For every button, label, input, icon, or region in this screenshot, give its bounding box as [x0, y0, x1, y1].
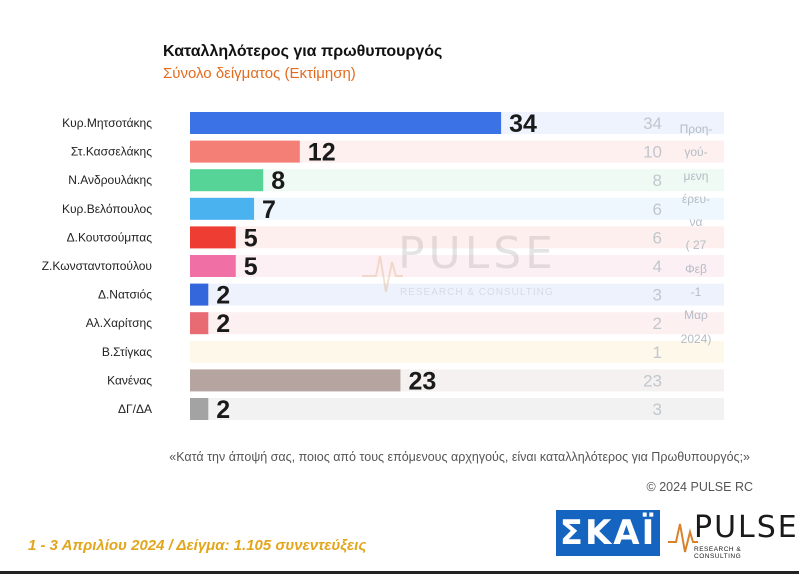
row-background	[190, 312, 724, 335]
previous-value-label: 1	[653, 343, 662, 362]
category-label: Ν.Ανδρουλάκης	[68, 173, 152, 187]
bar	[190, 140, 300, 163]
note-line: -1	[690, 285, 702, 300]
pulse-wave-icon	[362, 255, 403, 293]
category-label: Κυρ.Μητσοτάκης	[62, 116, 152, 130]
note-line: γού-	[684, 145, 708, 160]
previous-value-label: 10	[643, 143, 662, 162]
note-line: έρευ-	[681, 191, 711, 206]
previous-value-label: 3	[653, 286, 662, 305]
category-label: Δ.Κουτσούμπας	[67, 230, 153, 244]
copyright: © 2024 PULSE RC	[646, 480, 753, 494]
note-line: Μαρ	[684, 308, 708, 323]
previous-value-label: 3	[653, 400, 662, 419]
watermark-brand: PULSE	[398, 228, 557, 279]
chart-title: Καταλληλότερος για πρωθυπουργός	[163, 43, 443, 60]
bar	[190, 283, 209, 306]
chart-subtitle: Σύνολο δείγματος (Εκτίμηση)	[163, 65, 356, 82]
value-label: 8	[271, 167, 285, 195]
row-background	[190, 169, 724, 192]
note-line: ( 27	[685, 238, 707, 253]
row-background	[190, 140, 724, 163]
pulse-logo: PULSE RESEARCH & CONSULTING	[668, 510, 797, 560]
row-background	[190, 283, 724, 306]
previous-value-label: 23	[643, 371, 662, 390]
bar	[190, 312, 209, 335]
note-line: Φεβ	[685, 261, 707, 276]
value-label: 5	[244, 224, 258, 252]
value-label: 2	[216, 310, 230, 338]
note-line: να	[689, 215, 703, 230]
pulse-logo-tagline: RESEARCH & CONSULTING	[694, 546, 742, 560]
bar	[190, 169, 264, 192]
category-label: Κανένας	[107, 373, 152, 387]
previous-survey-note: Προη- γού- μενη έρευ- να ( 27 Φεβ -1 Μαρ…	[668, 118, 724, 351]
bar	[190, 226, 236, 249]
previous-value-label: 6	[653, 228, 662, 247]
previous-value-labels: 34 10 8 6 6 4 3 2 1 23 3	[643, 114, 662, 419]
row-background	[190, 197, 724, 220]
row-background	[190, 255, 724, 277]
previous-value-label: 34	[643, 114, 662, 133]
row-background	[190, 398, 724, 420]
value-label: 5	[244, 253, 258, 281]
category-label: Στ.Κασσελάκης	[71, 145, 152, 159]
pulse-watermark: PULSE RESEARCH & CONSULTING	[362, 228, 557, 298]
pulse-wave-icon	[668, 523, 698, 553]
previous-value-label: 4	[653, 257, 662, 276]
previous-value-label: 8	[653, 171, 662, 190]
category-label: ΔΓ/ΔΑ	[118, 402, 152, 416]
bar	[190, 197, 255, 220]
value-label: 7	[262, 196, 276, 224]
value-label: 23	[408, 367, 436, 395]
row-backgrounds	[190, 112, 724, 420]
category-labels: Κυρ.Μητσοτάκης Στ.Κασσελάκης Ν.Ανδρουλάκης…	[42, 116, 152, 416]
row-background	[190, 340, 724, 363]
bottom-border	[0, 571, 799, 574]
note-line: μενη	[683, 168, 709, 183]
value-label: 12	[308, 139, 336, 167]
previous-value-label: 6	[653, 200, 662, 219]
category-label: Δ.Νατσιός	[98, 288, 152, 302]
bar	[190, 369, 401, 392]
category-label: Β.Στίγκας	[102, 345, 152, 359]
pulse-logo-word: PULSE	[694, 510, 799, 545]
row-background	[190, 226, 724, 249]
value-label: 34	[509, 110, 537, 138]
current-bars	[190, 112, 502, 420]
value-label: 2	[216, 282, 230, 310]
category-label: Ζ.Κωνσταντοπούλου	[42, 259, 152, 273]
survey-info: 1 - 3 Απριλίου 2024 / Δείγμα: 1.105 συνε…	[28, 537, 367, 554]
category-label: Αλ.Χαρίτσης	[86, 316, 152, 330]
bar-chart: PULSE RESEARCH & CONSULTING Κυρ.Μητσοτάκ…	[42, 110, 724, 424]
value-label: 2	[216, 396, 230, 424]
watermark-tagline: RESEARCH & CONSULTING	[400, 287, 554, 298]
skai-logo: ΣΚΑΪ	[556, 510, 660, 556]
survey-question: «Κατά την άποψή σας, ποιος από τους επόμ…	[169, 450, 750, 464]
note-line: 2024)	[680, 331, 712, 346]
note-line: Προη-	[679, 122, 713, 136]
category-label: Κυρ.Βελόπουλος	[62, 202, 152, 216]
bar	[190, 398, 209, 420]
bar	[190, 255, 236, 277]
previous-value-label: 2	[653, 314, 662, 333]
bar	[190, 112, 502, 134]
